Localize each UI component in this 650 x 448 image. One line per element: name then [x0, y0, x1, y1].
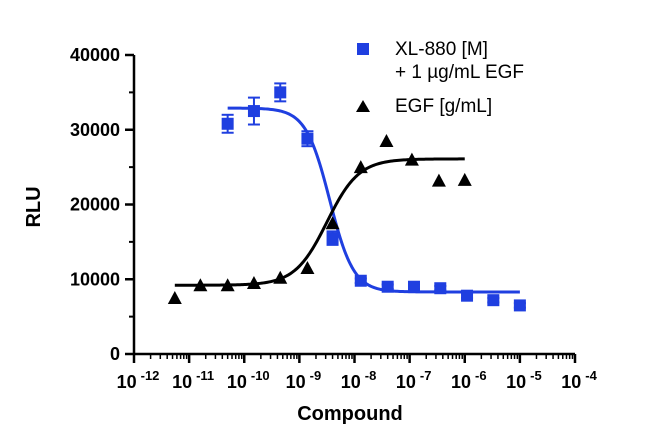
data-point-square [461, 289, 474, 302]
data-point-triangle [404, 152, 419, 166]
legend: XL-880 [M] + 1 µg/mL EGF EGF [g/mL] [356, 39, 524, 117]
data-point-square [326, 232, 339, 245]
y-axis-ticks: 0 10000 20000 30000 40000 [70, 45, 134, 364]
x-tick-label: 10 -8 [341, 368, 377, 392]
data-point-square [381, 280, 394, 293]
data-point-square [354, 274, 367, 287]
data-point-triangle [379, 133, 394, 147]
axes [132, 55, 575, 356]
legend-label-xl880-line2: + 1 µg/mL EGF [395, 62, 524, 83]
y-tick-label: 30000 [70, 120, 120, 140]
data-point-square [301, 132, 314, 145]
data-points [167, 82, 526, 312]
data-point-square [487, 294, 500, 307]
x-tick-label: 10 -10 [227, 368, 270, 392]
data-point-square [434, 282, 447, 295]
legend-marker-triangle [356, 100, 370, 112]
y-tick-label: 40000 [70, 45, 120, 65]
data-point-square [274, 86, 287, 99]
x-tick-label: 10 -6 [451, 368, 487, 392]
y-axis-title: RLU [23, 186, 45, 227]
x-axis-title: Compound [297, 403, 403, 425]
legend-label-xl880-line1: XL-880 [M] [395, 39, 488, 60]
x-tick-label: 10 -7 [396, 368, 432, 392]
x-axis-ticks: 10 -12 10 -11 10 -10 10 -9 10 -8 10 -7 10 -6 10 -5 10 -4 [117, 354, 598, 392]
data-point-triangle [246, 275, 261, 289]
x-tick-label: 10 -4 [561, 368, 597, 392]
x-tick-label: 10 -11 [172, 368, 214, 392]
data-point-triangle [325, 216, 340, 230]
data-point-triangle [457, 172, 472, 186]
data-point-triangle [273, 270, 288, 284]
y-tick-label: 0 [110, 344, 120, 364]
fit-curve-series-0 [227, 106, 520, 294]
data-point-triangle [193, 278, 208, 292]
data-point-triangle [220, 278, 235, 292]
data-point-square [247, 105, 260, 118]
y-tick-label: 20000 [70, 195, 120, 215]
fit-curves [174, 106, 520, 294]
fit-curve-series-1 [174, 157, 465, 287]
legend-label-egf: EGF [g/mL] [395, 96, 492, 117]
data-point-square [513, 299, 526, 312]
legend-marker-square [357, 43, 369, 55]
data-point-square [221, 117, 234, 130]
data-point-square [407, 280, 420, 293]
data-point-triangle [353, 160, 368, 174]
data-point-triangle [431, 173, 446, 187]
x-tick-label: 10 -12 [117, 368, 160, 392]
x-tick-label: 10 -5 [506, 368, 542, 392]
x-tick-label: 10 -9 [286, 368, 322, 392]
y-tick-label: 10000 [70, 269, 120, 289]
data-point-triangle [300, 261, 315, 275]
data-point-triangle [167, 290, 182, 304]
